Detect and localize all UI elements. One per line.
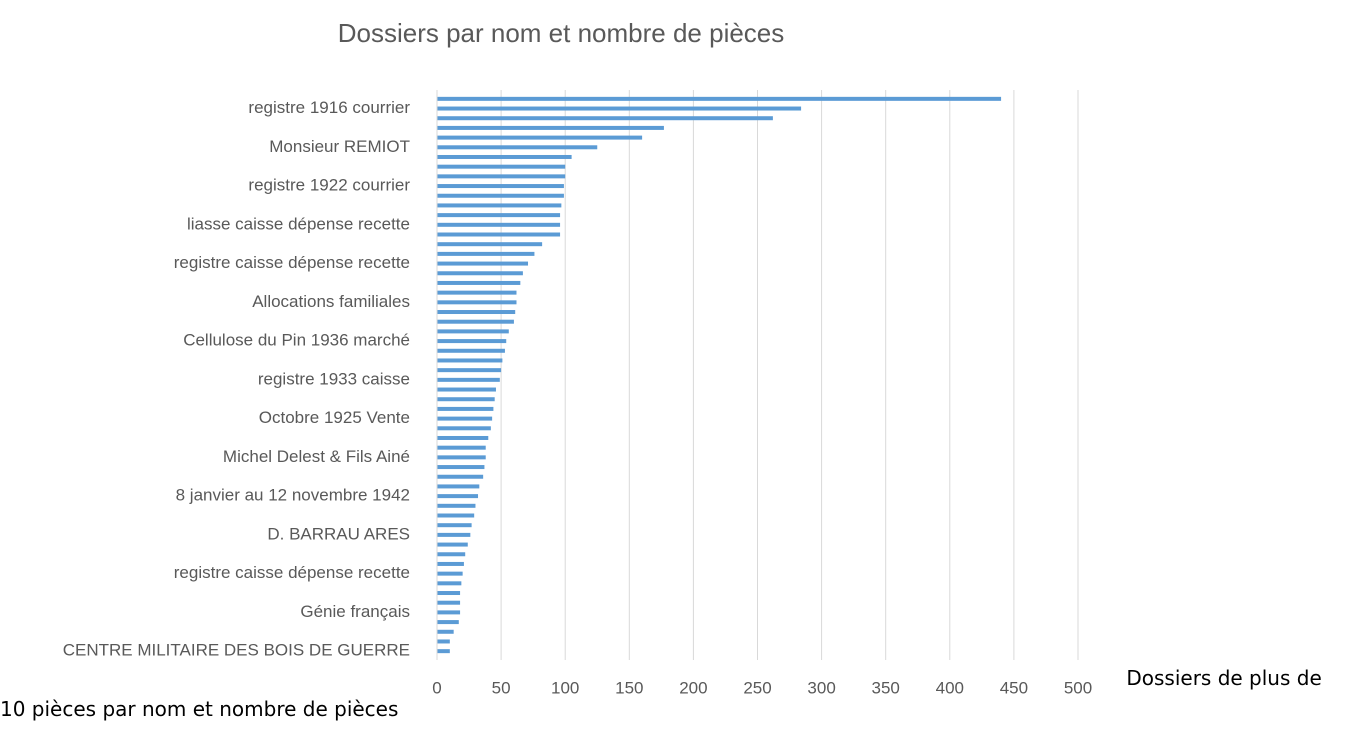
bar xyxy=(437,154,572,159)
bar xyxy=(437,513,475,518)
bar xyxy=(437,116,773,121)
bar xyxy=(437,280,521,285)
bar xyxy=(437,484,480,489)
bar xyxy=(437,416,493,421)
bar xyxy=(437,406,494,411)
x-tick-label: 350 xyxy=(872,678,900,695)
x-tick-label: 300 xyxy=(807,678,835,695)
x-tick-label: 200 xyxy=(679,678,707,695)
y-tick-label: Octobre 1925 Vente xyxy=(259,408,410,427)
bar xyxy=(437,300,517,305)
caption: Dossiers de plus de 10 pièces par nom et… xyxy=(0,666,1322,721)
bar xyxy=(437,319,514,324)
bar xyxy=(437,581,462,586)
bar xyxy=(437,184,564,189)
bar xyxy=(437,445,486,450)
bar xyxy=(437,232,561,237)
bar xyxy=(437,552,466,557)
y-tick-label: registre caisse dépense recette xyxy=(174,563,410,582)
y-tick-label: registre 1922 courrier xyxy=(248,176,410,195)
y-tick-label: CENTRE MILITAIRE DES BOIS DE GUERRE xyxy=(63,641,410,660)
y-tick-label: Génie français xyxy=(300,602,410,621)
bar xyxy=(437,242,543,247)
bar xyxy=(437,397,495,402)
x-tick-label: 250 xyxy=(743,678,771,695)
bar xyxy=(437,368,502,373)
x-tick-label: 500 xyxy=(1064,678,1092,695)
bar xyxy=(437,174,566,179)
y-tick-label: 8 janvier au 12 novembre 1942 xyxy=(176,486,410,505)
y-tick-label: Cellulose du Pin 1936 marché xyxy=(183,331,410,350)
bar xyxy=(437,164,566,169)
x-tick-label: 100 xyxy=(551,678,579,695)
bar xyxy=(437,435,489,440)
chart: Dossiers par nom et nombre de pièces 0 50 1… xyxy=(63,18,1092,698)
bar xyxy=(437,610,461,615)
bar xyxy=(437,387,496,392)
y-tick-label: Allocations familiales xyxy=(252,292,410,311)
bar xyxy=(437,339,507,344)
bar xyxy=(437,203,562,208)
bar xyxy=(437,145,598,150)
bar xyxy=(437,261,529,266)
bar xyxy=(437,426,491,431)
bar xyxy=(437,600,461,605)
bar xyxy=(437,474,484,479)
bar xyxy=(437,222,561,227)
document: Dossiers par nom et nombre de pièces 0 50 1… xyxy=(0,18,1322,721)
bar xyxy=(437,620,459,625)
bar xyxy=(437,251,535,256)
bar xyxy=(437,106,802,111)
bar xyxy=(437,96,1002,101)
y-tick-label: Michel Delest & Fils Ainé xyxy=(223,447,410,466)
bar xyxy=(437,465,485,470)
bar xyxy=(437,213,561,218)
bar xyxy=(437,310,516,315)
y-tick-label: liasse caisse dépense recette xyxy=(187,214,410,233)
bar xyxy=(437,290,517,295)
bar xyxy=(437,571,463,576)
bar xyxy=(437,329,509,334)
y-tick-label: registre 1916 courrier xyxy=(248,98,410,117)
bar xyxy=(437,494,479,499)
bar xyxy=(437,532,471,537)
x-tick-label: 450 xyxy=(1000,678,1028,695)
bar xyxy=(437,629,454,634)
bar xyxy=(437,358,503,363)
x-tick-label: 400 xyxy=(936,678,964,695)
bar xyxy=(437,561,464,566)
y-tick-label: registre 1933 caisse xyxy=(258,369,410,388)
x-tick-label: 0 xyxy=(432,678,441,695)
bar xyxy=(437,271,523,276)
bar xyxy=(437,503,476,508)
bar xyxy=(437,639,450,644)
bar xyxy=(437,542,468,547)
bar xyxy=(437,455,486,460)
y-tick-label: registre caisse dépense recette xyxy=(174,253,410,272)
x-tick-label: 50 xyxy=(492,678,511,695)
chart-title: Dossiers par nom et nombre de pièces xyxy=(338,18,785,48)
bar xyxy=(437,193,564,198)
bar xyxy=(437,125,664,130)
bar xyxy=(437,649,450,654)
y-tick-label: Monsieur REMIOT xyxy=(269,137,410,156)
bar xyxy=(437,523,472,528)
bar xyxy=(437,591,461,596)
x-tick-label: 150 xyxy=(615,678,643,695)
bar xyxy=(437,377,500,382)
y-tick-label: D. BARRAU ARES xyxy=(267,524,410,543)
bar xyxy=(437,348,505,353)
bar xyxy=(437,135,643,140)
